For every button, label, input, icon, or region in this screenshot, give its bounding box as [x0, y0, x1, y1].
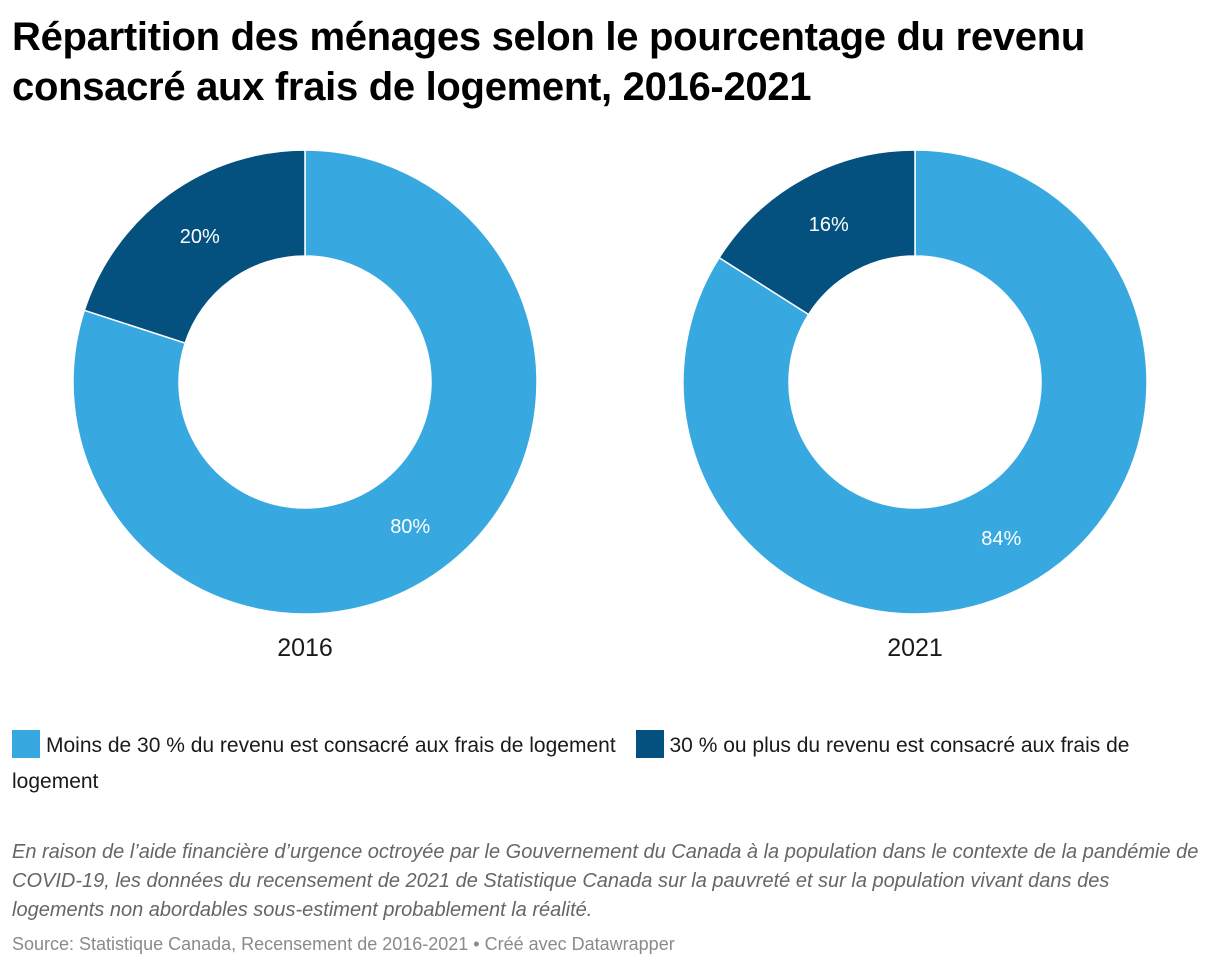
legend-label-under-30: Moins de 30 % du revenu est consacré aux…: [46, 734, 616, 757]
chart-title: Répartition des ménages selon le pourcen…: [12, 15, 1085, 109]
slice-label-2021-30-or-more: 16%: [809, 214, 849, 236]
slice-label-2016-under-30: 80%: [390, 516, 430, 538]
donut-caption-2016: 2016: [277, 634, 333, 662]
donut-charts: 80% 20% 2016 84% 16% 2021: [72, 149, 1148, 662]
legend-label-30-or-more: 30 % ou plus du revenu est consacré aux …: [12, 734, 1130, 793]
slice-2021-under-30: [682, 149, 1148, 615]
slice-label-2016-30-or-more: 20%: [180, 226, 220, 248]
slice-2021-30-or-more: [718, 149, 916, 316]
chart-notes: En raison de l’aide financière d’urgence…: [12, 841, 1199, 921]
donut-caption-2021: 2021: [887, 634, 943, 662]
legend-swatch-under-30: [12, 730, 40, 758]
legend-swatch-30-or-more: [635, 730, 664, 758]
legend-item-under-30: Moins de 30 % du revenu est consacré aux…: [12, 730, 616, 758]
slice-label-2021-under-30: 84%: [981, 528, 1021, 550]
slice-2016-under-30: [72, 149, 538, 615]
legend: Moins de 30 % du revenu est consacré aux…: [12, 728, 1202, 800]
chart-source: Source: Statistique Canada, Recensement …: [12, 934, 675, 954]
legend-item-30-or-more: 30 % ou plus du revenu est consacré aux …: [12, 730, 1130, 793]
donut-chart-2016: 80% 20% 2016: [72, 149, 538, 662]
slice-2016-30-or-more: [83, 149, 306, 345]
donut-chart-2021: 84% 16% 2021: [682, 149, 1148, 662]
